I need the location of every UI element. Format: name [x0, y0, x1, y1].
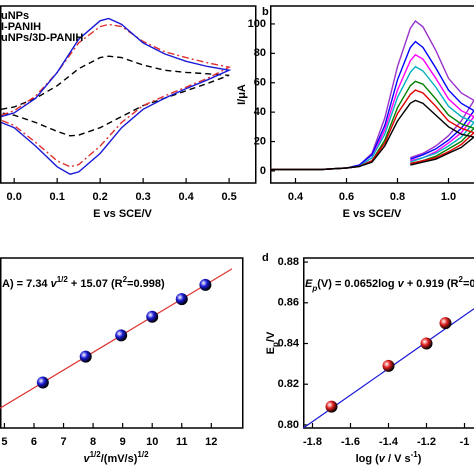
data-point: [325, 400, 338, 413]
y-tick-label: 40: [254, 106, 266, 118]
text-part: v: [83, 453, 90, 465]
data-point: [115, 329, 128, 342]
text-part: /V: [265, 331, 277, 342]
data-line: [270, 99, 474, 171]
text-part: p: [311, 284, 317, 293]
text-part: v: [51, 278, 58, 290]
legend-entry: uNPs/3D-PANIH: [1, 32, 83, 44]
x-tick-label: 1.0: [441, 191, 456, 203]
data-point: [439, 317, 452, 330]
x-axis-label: E vs SCE/V: [93, 208, 152, 220]
fit-equation: A) = 7.34 v1/2 + 15.07 (R2=0.998): [2, 275, 165, 290]
text-part: (V) = 0.0652log: [317, 278, 397, 290]
y-tick-label: 60: [254, 77, 266, 89]
text-part: 2: [459, 275, 464, 284]
data-point: [36, 376, 49, 389]
x-tick-label: 11: [176, 436, 188, 448]
x-tick-label: 0.5: [221, 191, 236, 203]
y-tick-label: 0.82: [278, 378, 299, 390]
text-part: p: [271, 342, 280, 347]
text-part: A) = 7.34: [2, 278, 51, 290]
x-tick-label: -1.8: [303, 436, 322, 448]
x-tick-label: 5: [1, 436, 7, 448]
legend-entry: uNPs: [1, 10, 29, 22]
y-tick-label: 0.88: [278, 256, 299, 268]
fit-equation: Ep(V) = 0.0652log v + 0.919 (R2=0.998): [305, 275, 474, 293]
text-part: v: [398, 278, 405, 290]
x-tick-label: 0.6: [339, 191, 354, 203]
y-tick-label: 0.86: [278, 297, 299, 309]
x-tick-label: -1.6: [341, 436, 360, 448]
data-point: [175, 293, 188, 306]
text-part: log (: [356, 453, 380, 465]
x-axis-label: E vs SCE/V: [343, 208, 402, 220]
text-part: =0.998): [127, 278, 165, 290]
text-part: -1: [411, 450, 419, 459]
panel-label: b: [262, 6, 269, 18]
y-axis-label: Ep/V: [265, 331, 280, 354]
data-point: [420, 337, 433, 350]
x-tick-label: 0.0: [7, 191, 22, 203]
y-tick-label: 0.84: [278, 337, 300, 349]
x-tick-label: 0.1: [50, 191, 65, 203]
plot-frame: [270, 5, 474, 184]
x-tick-label: 0.2: [93, 191, 108, 203]
data-line: [1, 17, 232, 175]
text-part: 1/2: [137, 450, 149, 459]
data-point: [146, 310, 159, 323]
text-part: v: [379, 453, 386, 465]
x-tick-label: -1: [460, 436, 470, 448]
text-part: /(mV/s): [101, 453, 138, 465]
text-part: 1/2: [90, 450, 102, 459]
text-part: =0.998): [463, 278, 474, 290]
x-tick-label: -1.4: [379, 436, 399, 448]
x-tick-label: 0.3: [135, 191, 150, 203]
x-tick-label: 7: [60, 436, 66, 448]
plot-frame: [0, 5, 257, 184]
x-tick-label: 9: [120, 436, 126, 448]
text-part: + 15.07 (R: [68, 278, 123, 290]
x-tick-label: 0.8: [390, 191, 405, 203]
text-part: ): [418, 453, 422, 465]
x-tick-label: 8: [90, 436, 96, 448]
text-part: 1/2: [57, 275, 69, 284]
text-part: / V s: [385, 453, 411, 465]
plot-frame: [0, 257, 244, 429]
text-part: E: [305, 278, 313, 290]
text-part: E: [265, 347, 277, 354]
x-tick-label: -1.2: [417, 436, 436, 448]
panel-label: d: [262, 252, 269, 264]
y-tick-label: 20: [254, 135, 266, 147]
text-part: 2: [123, 275, 128, 284]
y-tick-label: 0.80: [278, 419, 299, 431]
x-axis-label: log (v / V s-1): [356, 450, 422, 465]
y-tick-label: 0: [260, 165, 266, 177]
legend-entry: I-PANIH: [1, 21, 41, 33]
y-tick-label: 80: [254, 47, 266, 59]
y-axis-label: I/μA: [236, 84, 248, 105]
x-tick-label: 0.4: [178, 191, 194, 203]
data-point: [79, 350, 92, 363]
x-tick-label: 10: [146, 436, 158, 448]
data-line: [270, 40, 474, 171]
x-axis-label: v1/2/(mV/s)1/2: [83, 450, 149, 465]
x-tick-label: 6: [31, 436, 37, 448]
data-line: [1, 23, 232, 168]
y-tick-label: 100: [248, 18, 266, 30]
x-tick-label: 0.4: [288, 191, 304, 203]
text-part: + 0.919 (R: [404, 278, 459, 290]
data-point: [199, 278, 212, 291]
x-tick-label: 12: [205, 436, 217, 448]
data-line: [1, 55, 230, 137]
data-point: [382, 359, 395, 372]
